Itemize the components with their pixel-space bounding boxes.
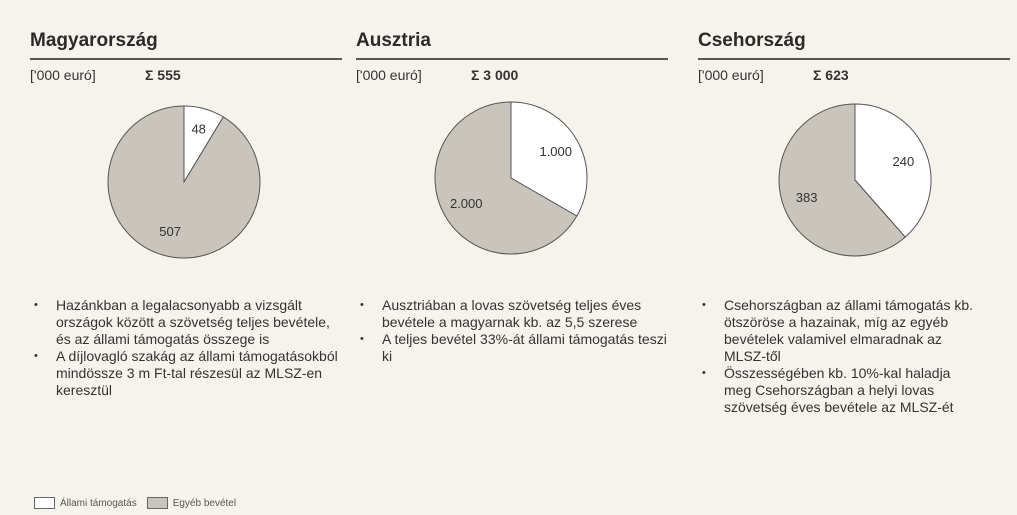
pie-slice xyxy=(107,105,261,259)
legend: Állami támogatás Egyéb bevétel xyxy=(34,497,236,509)
value-label: 383 xyxy=(796,190,818,205)
legend-swatch xyxy=(146,497,168,509)
note: A díjlovagló szakág az állami támogatáso… xyxy=(34,348,346,399)
note: A teljes bevétel 33%-át állami támogatás… xyxy=(360,331,672,365)
value-label: 2.000 xyxy=(450,196,483,211)
pie-slice xyxy=(854,103,932,238)
value-label: 507 xyxy=(159,224,181,239)
legend-label: Állami támogatás xyxy=(60,497,137,509)
legend-swatch xyxy=(34,497,55,509)
notes: Csehországban az állami támogatás kb. öt… xyxy=(698,297,979,416)
total-label: Σ 3 000 xyxy=(471,67,519,83)
total-label: Σ 555 xyxy=(145,67,181,83)
unit-label: ['000 euró] xyxy=(356,67,422,83)
column-title: Magyarország xyxy=(30,30,158,51)
pie-slice xyxy=(434,101,578,255)
unit-label: ['000 euró] xyxy=(698,67,764,83)
note: Összességében kb. 10%-kal haladja meg Cs… xyxy=(702,365,979,416)
pie-slice xyxy=(778,103,906,257)
total-label: Σ 623 xyxy=(813,67,849,83)
pie-slice xyxy=(510,101,588,217)
legend-label: Egyéb bevétel xyxy=(172,497,237,509)
unit-label: ['000 euró] xyxy=(30,67,96,83)
notes: Ausztriában a lovas szövetség teljes éve… xyxy=(356,297,672,365)
notes: Hazánkban a legalacsonyabb a vizsgált or… xyxy=(30,297,346,399)
note: Ausztriában a lovas szövetség teljes éve… xyxy=(360,297,672,331)
value-label: 1.000 xyxy=(539,144,572,159)
note: Csehországban az állami támogatás kb. öt… xyxy=(702,297,979,365)
value-label: 240 xyxy=(893,154,915,169)
note: Hazánkban a legalacsonyabb a vizsgált or… xyxy=(34,297,346,348)
column-title: Csehország xyxy=(698,30,806,51)
column-title: Ausztria xyxy=(356,30,431,51)
value-label: 48 xyxy=(191,121,205,136)
